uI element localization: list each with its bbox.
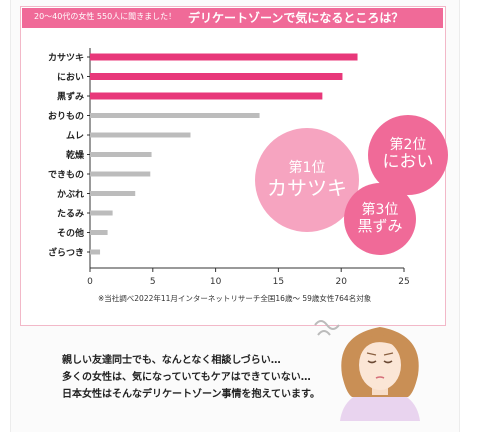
description-line-3: 日本女性はそんなデリケートゾーン事情を抱えています。 — [62, 389, 320, 400]
category-label: 乾燥 — [66, 149, 85, 161]
rank-1-bubble: 第1位 カサツキ — [255, 128, 359, 232]
bar-1 — [90, 53, 358, 61]
rank-2-name: におい — [382, 152, 434, 173]
category-label: ざらつき — [48, 247, 84, 259]
x-tick-label: 10 — [210, 277, 222, 287]
description-line-2: 多くの女性は、気になっていてもケアはできていない… — [62, 372, 311, 383]
category-label: たるみ — [57, 209, 84, 220]
rank-3-name: 黒ずみ — [357, 217, 403, 236]
category-label: におい — [57, 72, 84, 83]
rank-3-bubble: 第3位 黒ずみ — [344, 183, 416, 255]
bar-7 — [90, 171, 151, 177]
bar-2 — [90, 73, 343, 80]
survey-subtitle: 20〜40代の女性 550人に聞きました！ — [34, 12, 177, 21]
bar-5 — [90, 132, 191, 138]
x-tick-label: 15 — [273, 277, 284, 287]
bar-3 — [90, 92, 323, 100]
category-label: ムレ — [66, 131, 84, 142]
x-tick-label: 20 — [335, 277, 347, 287]
survey-footnote: ※当社調べ2022年11月インターネットリサーチ全国16歳〜 59歳女性764名… — [98, 294, 372, 303]
worried-woman-illustration — [314, 320, 420, 421]
bar-8 — [90, 191, 136, 196]
x-tick-label: 25 — [398, 277, 409, 287]
category-label: かぶれ — [57, 189, 84, 200]
bar-11 — [90, 249, 101, 255]
bar-10 — [90, 230, 108, 235]
chart-title: デリケートゾーンで気になるところは？ — [188, 11, 404, 25]
rank-2-label: 第2位 — [389, 136, 427, 153]
description-line-1: 親しい友達同士でも、なんとなく相談しづらい… — [62, 355, 281, 366]
bar-9 — [90, 210, 113, 216]
category-label: できもの — [48, 170, 84, 181]
rank-1-label: 第1位 — [288, 160, 326, 177]
category-label: カサツキ — [48, 53, 84, 64]
rank-3-label: 第3位 — [361, 202, 399, 219]
rank-1-name: カサツキ — [267, 175, 347, 200]
chart-header-banner — [22, 8, 443, 28]
x-tick-label: 0 — [87, 277, 93, 287]
category-label: その他 — [57, 227, 84, 239]
rank-2-bubble: 第2位 におい — [368, 115, 448, 195]
bar-6 — [90, 152, 152, 157]
category-label: おりもの — [48, 111, 84, 122]
bar-4 — [90, 113, 260, 118]
category-label: 黒ずみ — [57, 91, 84, 103]
x-tick-label: 5 — [150, 277, 156, 287]
description-text: 親しい友達同士でも、なんとなく相談しづらい… 多くの女性は、気になっていてもケア… — [62, 352, 320, 403]
